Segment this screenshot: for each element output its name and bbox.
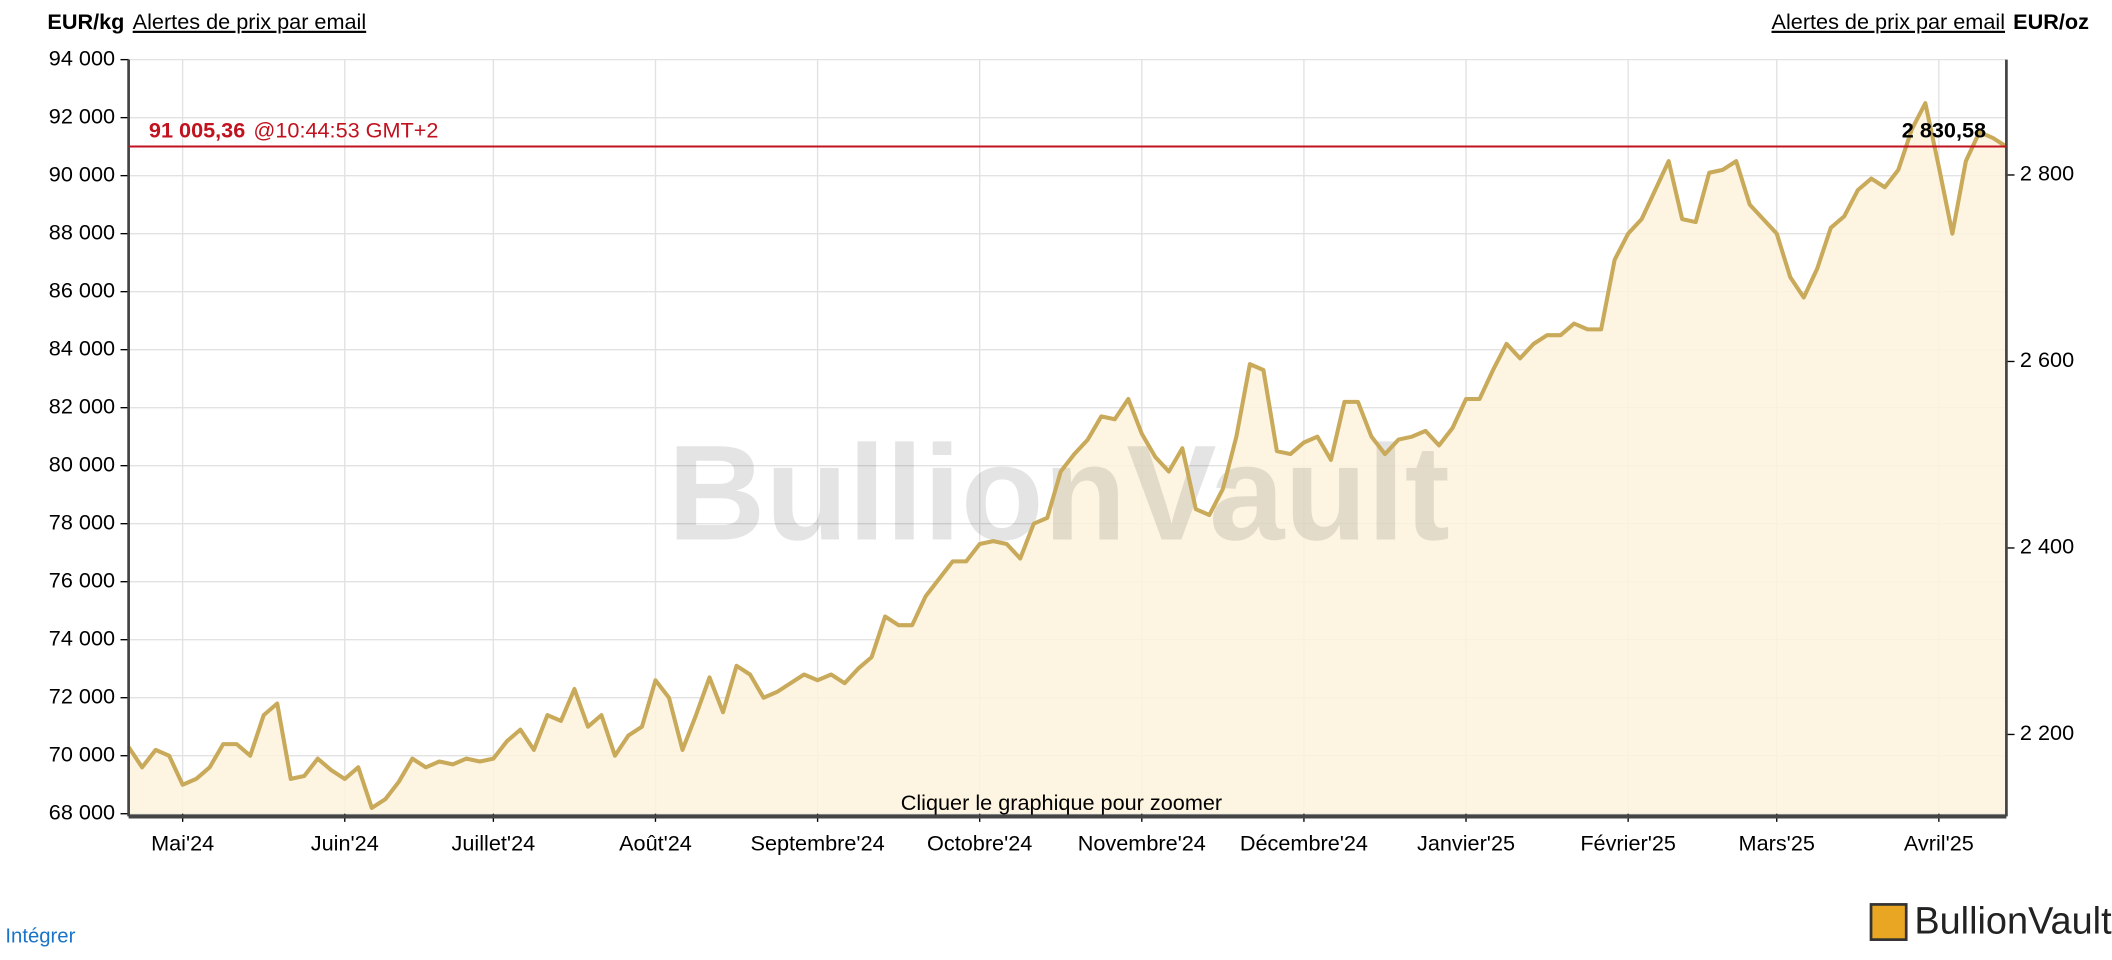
left-unit: EUR/kg bbox=[47, 9, 124, 34]
x-tick-label: Avril'25 bbox=[1904, 831, 1974, 856]
x-tick-label: Juin'24 bbox=[311, 831, 379, 856]
watermark: BullionVault bbox=[668, 416, 1450, 568]
x-tick-label: Juillet'24 bbox=[452, 831, 536, 856]
area bbox=[128, 103, 2007, 814]
zoom-hint: Cliquer le graphique pour zoomer bbox=[901, 790, 1222, 815]
y-tick-label: 86 000 bbox=[49, 277, 115, 302]
y2-tick-label: 2 800 bbox=[2020, 161, 2074, 186]
y-tick-label: 70 000 bbox=[49, 741, 115, 766]
y-tick-label: 84 000 bbox=[49, 335, 115, 360]
y-tick-label: 68 000 bbox=[49, 799, 115, 824]
alert-link[interactable]: Alertes de prix par email bbox=[133, 9, 367, 34]
y-tick-label: 72 000 bbox=[49, 683, 115, 708]
embed-link[interactable]: Intégrer bbox=[5, 925, 75, 947]
y-tick-label: 74 000 bbox=[49, 625, 115, 650]
y-tick-label: 90 000 bbox=[49, 161, 115, 186]
x-tick-label: Novembre'24 bbox=[1078, 831, 1206, 856]
y-tick-label: 76 000 bbox=[49, 567, 115, 592]
current-price-time: @10:44:53 GMT+2 bbox=[253, 117, 438, 142]
x-tick-label: Août'24 bbox=[619, 831, 692, 856]
y2-tick-label: 2 600 bbox=[2020, 347, 2074, 372]
current-price-value: 91 005,36 bbox=[149, 117, 245, 142]
x-tick-label: Mars'25 bbox=[1739, 831, 1815, 856]
y-tick-label: 80 000 bbox=[49, 451, 115, 476]
y-tick-label: 88 000 bbox=[49, 219, 115, 244]
x-tick-label: Janvier'25 bbox=[1417, 831, 1515, 856]
x-tick-label: Décembre'24 bbox=[1240, 831, 1368, 856]
right-unit: EUR/oz bbox=[2013, 9, 2089, 34]
logo-icon bbox=[1869, 903, 1908, 941]
y2-tick-label: 2 400 bbox=[2020, 534, 2074, 559]
current-price-oz: 2 830,58 bbox=[1902, 117, 1986, 142]
price-line bbox=[126, 101, 2008, 810]
y-tick-label: 78 000 bbox=[49, 509, 115, 534]
y2-tick-label: 2 200 bbox=[2020, 720, 2074, 745]
current-price-label: 91 005,36 @10:44:53 GMT+2 bbox=[149, 117, 439, 142]
x-tick-label: Octobre'24 bbox=[927, 831, 1032, 856]
logo-text[interactable]: BullionVault bbox=[1914, 900, 2112, 942]
x-tick-label: Mai'24 bbox=[151, 831, 214, 856]
y-tick-label: 92 000 bbox=[49, 103, 115, 128]
y-tick-label: 82 000 bbox=[49, 393, 115, 418]
alert-link[interactable]: Alertes de prix par email bbox=[1772, 9, 2006, 34]
x-tick-label: Septembre'24 bbox=[751, 831, 885, 856]
x-tick-label: Février'25 bbox=[1580, 831, 1676, 856]
y-tick-label: 94 000 bbox=[49, 45, 115, 70]
